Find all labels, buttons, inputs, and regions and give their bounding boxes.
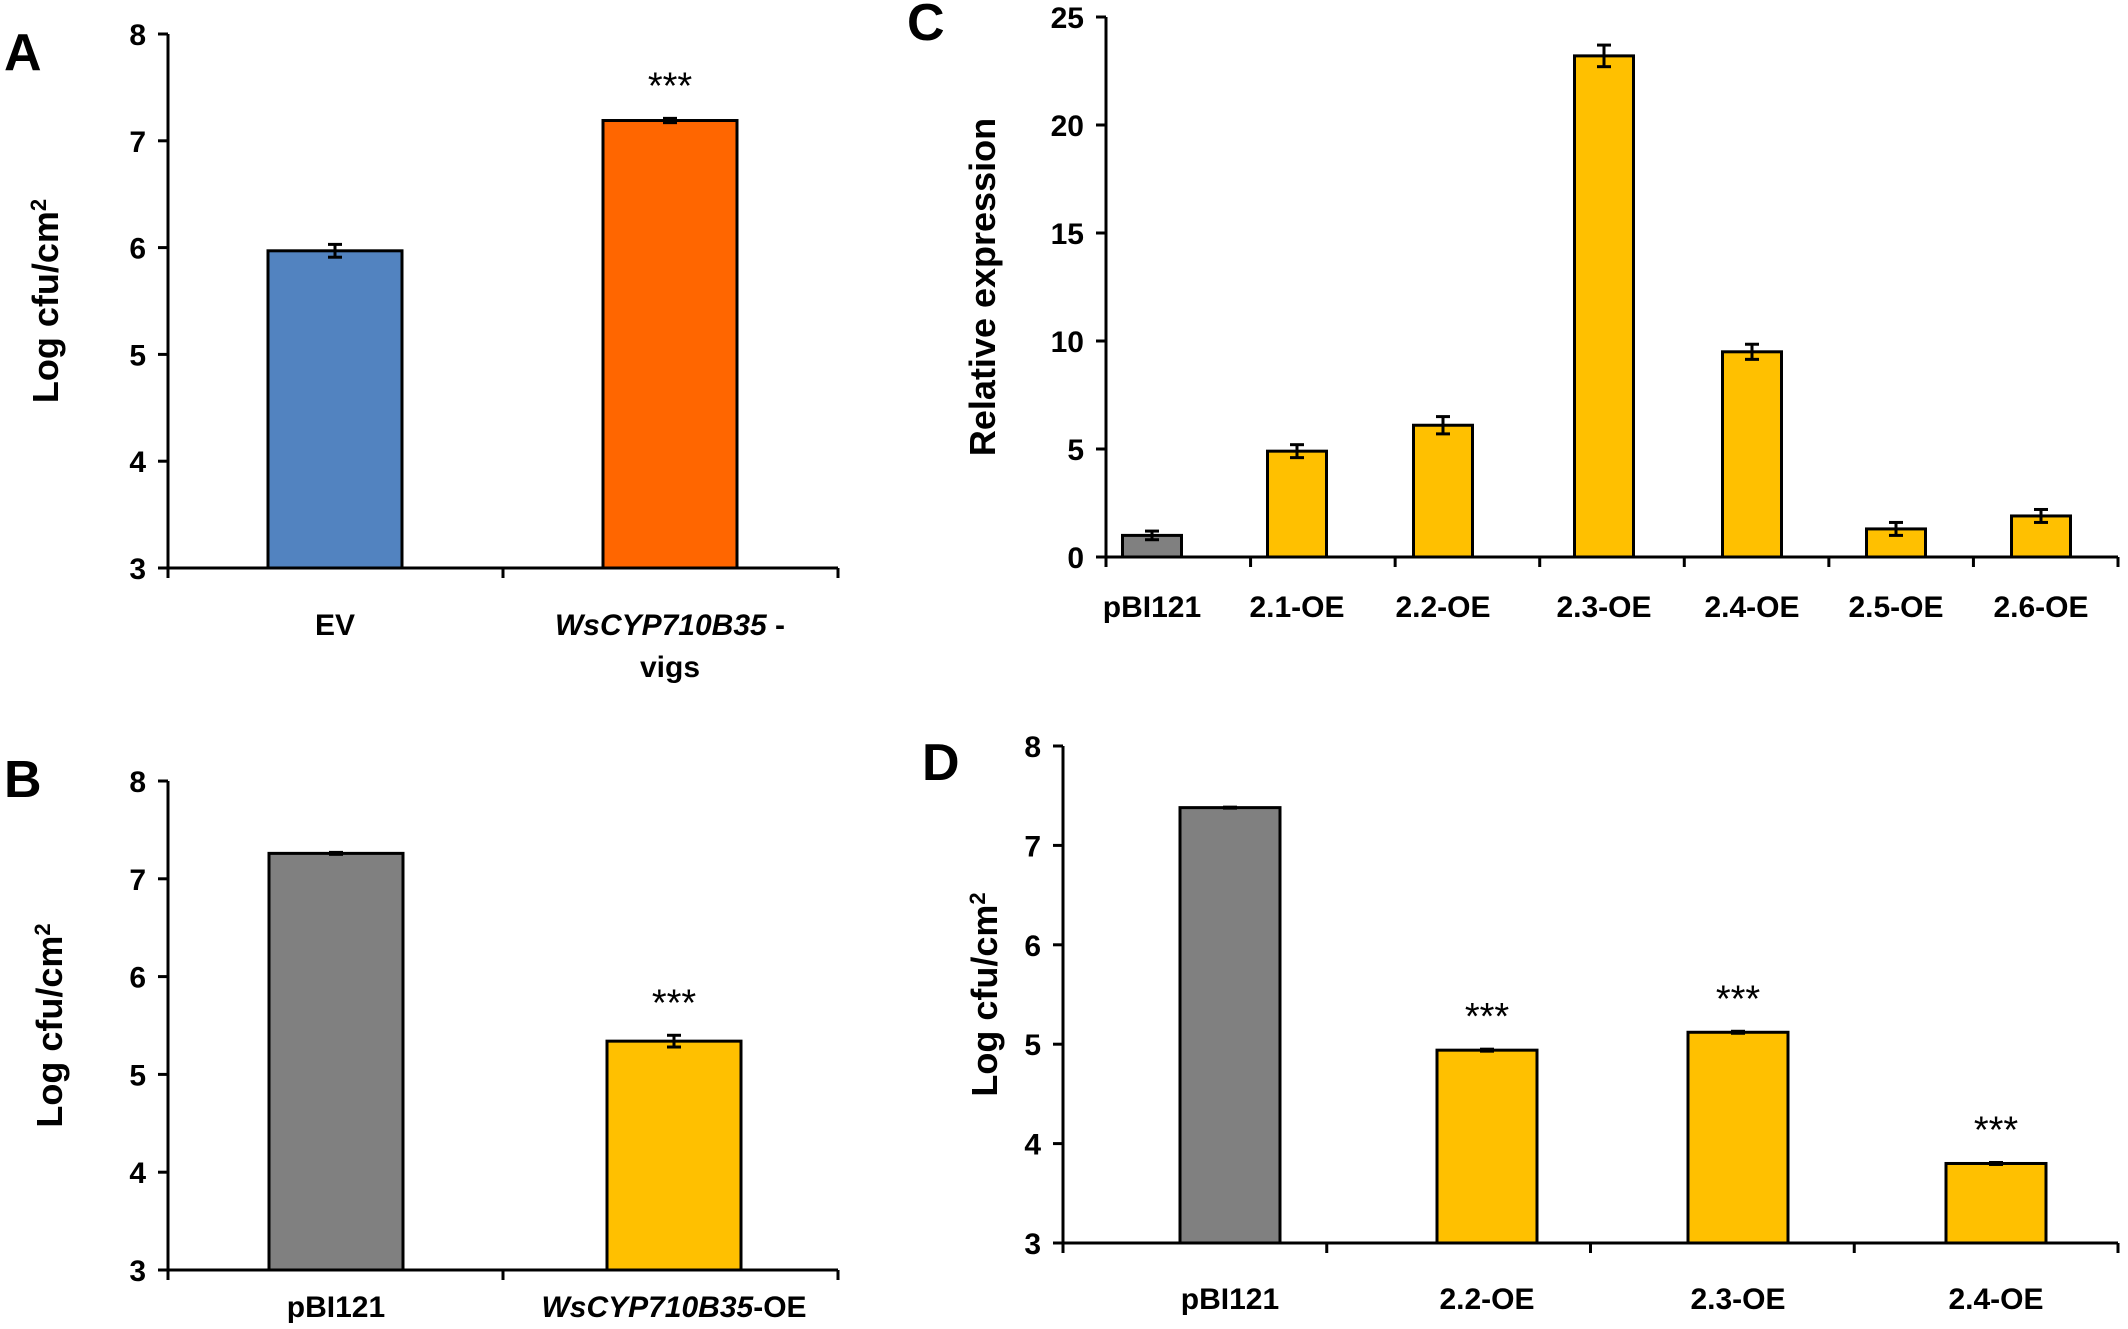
bar: [1944, 1161, 2048, 1245]
category-label: 2.2-OE: [1395, 591, 1490, 624]
y-tick-label: 3: [129, 1255, 146, 1288]
panel-a: A 3 4 5 6 7 8 Log cfu/cm2 EV *** WsCYP710B35 - vigs: [4, 19, 840, 684]
category-label: pBI121: [1181, 1283, 1279, 1316]
y-tick-label: 7: [129, 864, 146, 897]
y-tick-label: 8: [129, 766, 146, 799]
y-tick-label: 6: [129, 962, 146, 995]
category-label: 2.4-OE: [1704, 591, 1799, 624]
category-label: 2.1-OE: [1249, 591, 1344, 624]
category-label-text: 2.2-OE: [1439, 1283, 1534, 1316]
bar: [1412, 423, 1474, 559]
bar: [1435, 1048, 1539, 1245]
significance-label: ***: [652, 982, 697, 1024]
category-label: 2.4-OE: [1948, 1283, 2043, 1316]
bar: [601, 119, 739, 570]
bar: [1178, 806, 1282, 1245]
panel-letter: D: [922, 734, 960, 792]
y-tick-label: 6: [129, 233, 146, 266]
category-label: 2.3-OE: [1556, 591, 1651, 624]
category-label-text: 2.3-OE: [1690, 1283, 1785, 1316]
y-tick-label: 7: [129, 126, 146, 159]
panel-c: C 0 5 10 15 20 25 Relative expression pBI121 2.1-…: [907, 0, 2120, 624]
y-tick-label: 8: [1024, 731, 1041, 764]
category-label-text: WsCYP710B35: [541, 1291, 754, 1324]
category-label: 2.3-OE: [1690, 1283, 1785, 1316]
category-label-text: 2.3-OE: [1556, 591, 1651, 624]
panel-d: D 3 4 5 6 7 8 Log cfu/cm2 pBI121 *** 2.2-OE *** 2.3-…: [922, 731, 2120, 1316]
significance-label: ***: [1716, 978, 1761, 1020]
y-tick-label: 10: [1051, 326, 1084, 359]
category-label-text: 2.4-OE: [1948, 1283, 2043, 1316]
category-label: WsCYP710B35-OE: [541, 1291, 806, 1324]
y-tick-label: 5: [1024, 1029, 1041, 1062]
category-label: pBI121: [287, 1291, 385, 1324]
y-axis-title: Log cfu/cm2: [29, 923, 70, 1127]
category-label-text: EV: [315, 609, 355, 642]
y-tick-label: 5: [1067, 434, 1084, 467]
category-label-suffix: -OE: [753, 1291, 806, 1324]
y-axis-title-superscript: 2: [26, 199, 51, 211]
category-label-text: WsCYP710B35: [555, 609, 768, 642]
category-label-text: 2.2-OE: [1395, 591, 1490, 624]
category-label: EV: [315, 609, 355, 642]
y-tick-label: 3: [129, 553, 146, 586]
y-tick-label: 4: [129, 1157, 146, 1190]
bar: [1721, 350, 1783, 559]
y-axis-title-superscript: 2: [965, 892, 990, 904]
category-label-text: pBI121: [1103, 591, 1201, 624]
y-axis-title: Relative expression: [962, 118, 1003, 456]
category-label: pBI121: [1103, 591, 1201, 624]
panel-letter: C: [907, 0, 945, 52]
category-label: WsCYP710B35 -: [555, 609, 785, 642]
y-tick-label: 7: [1024, 830, 1041, 863]
y-axis-title: Log cfu/cm2: [25, 199, 66, 403]
category-label-text: 2.1-OE: [1249, 591, 1344, 624]
significance-label: ***: [1465, 996, 1510, 1038]
y-tick-label: 4: [129, 446, 146, 479]
bar: [1266, 449, 1328, 559]
category-label: 2.6-OE: [1993, 591, 2088, 624]
y-axis-title: Log cfu/cm2: [964, 892, 1005, 1096]
y-tick-label: 3: [1024, 1228, 1041, 1261]
category-label-text: vigs: [640, 651, 700, 684]
category-label-text: pBI121: [1181, 1283, 1279, 1316]
y-tick-label: 5: [129, 339, 146, 372]
category-label: vigs: [640, 651, 700, 684]
category-label-suffix: -: [767, 609, 785, 642]
category-label-text: 2.6-OE: [1993, 591, 2088, 624]
significance-label: ***: [1974, 1109, 2019, 1151]
bar: [1573, 54, 1635, 559]
bar: [267, 851, 405, 1272]
y-tick-label: 15: [1051, 218, 1084, 251]
category-label: 2.2-OE: [1439, 1283, 1534, 1316]
y-tick-label: 6: [1024, 930, 1041, 963]
category-label-text: pBI121: [287, 1291, 385, 1324]
panel-letter: A: [4, 24, 42, 82]
category-label-text: 2.4-OE: [1704, 591, 1799, 624]
panel-letter: B: [4, 751, 42, 809]
y-tick-label: 4: [1024, 1129, 1041, 1162]
y-tick-label: 5: [129, 1059, 146, 1092]
panel-b: B 3 4 5 6 7 8 Log cfu/cm2 pBI121 *** WsCYP710B35-O…: [4, 751, 840, 1324]
y-tick-label: 8: [129, 19, 146, 52]
bar: [605, 1039, 743, 1272]
category-label: 2.5-OE: [1848, 591, 1943, 624]
y-tick-label: 20: [1051, 110, 1084, 143]
category-label-text: 2.5-OE: [1848, 591, 1943, 624]
y-axis-title-superscript: 2: [30, 923, 55, 935]
bar: [266, 249, 404, 570]
y-tick-label: 25: [1051, 2, 1084, 35]
bar: [1686, 1030, 1790, 1245]
significance-label: ***: [648, 65, 693, 107]
y-tick-label: 0: [1067, 542, 1084, 575]
